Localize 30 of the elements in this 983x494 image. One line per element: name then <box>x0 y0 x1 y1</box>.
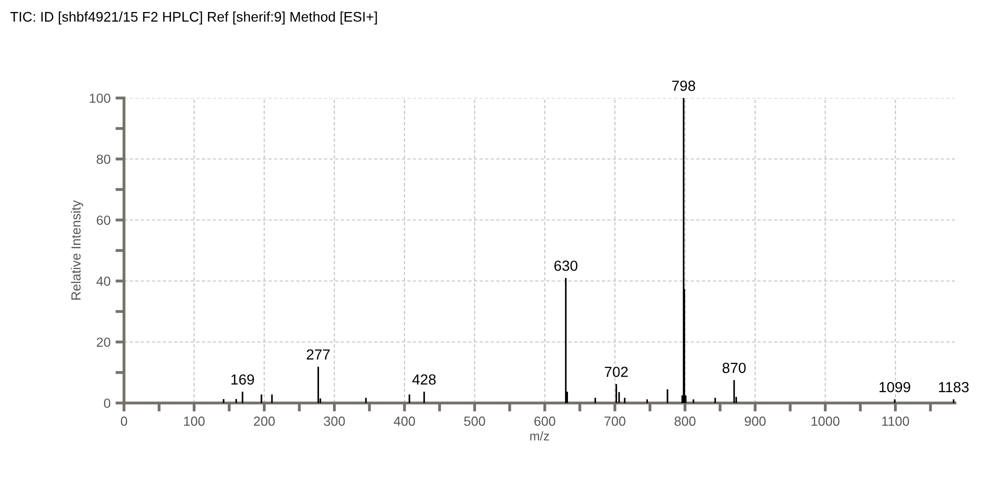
x-tick-label: 1000 <box>812 416 840 426</box>
x-tick-label: 400 <box>394 416 415 426</box>
annotation: 277 <box>306 349 330 360</box>
x-tick-label: 0 <box>120 416 128 426</box>
x-tick-label: 200 <box>254 416 275 426</box>
annotation: 169 <box>231 374 254 385</box>
annotation: 428 <box>412 374 436 385</box>
y-axis-title: Relative Intensity <box>70 200 84 300</box>
y-tick-label: 0 <box>104 398 110 408</box>
x-tick-label: 700 <box>604 416 626 426</box>
x-tick-label: 500 <box>464 416 486 426</box>
y-tick-label: 20 <box>96 338 110 347</box>
x-tick-label: 800 <box>674 416 696 426</box>
x-tick-label: 900 <box>744 416 766 426</box>
x-axis-title: m/z <box>530 431 549 440</box>
x-tick-label: 300 <box>324 416 345 426</box>
annotation: 1099 <box>880 382 910 392</box>
x-tick-label: 100 <box>184 416 205 426</box>
annotation: 702 <box>604 366 628 378</box>
y-tick-label: 40 <box>96 276 110 286</box>
annotation: 630 <box>554 260 578 271</box>
chart-title: TIC: ID [shbf4921/15 F2 HPLC] Ref [sherif:9] Method [ESI+] <box>10 12 377 24</box>
y-tick-label: 100 <box>90 94 110 103</box>
annotation: 798 <box>672 80 696 91</box>
annotation: 870 <box>722 362 746 374</box>
y-tick-label: 60 <box>96 216 110 225</box>
x-tick-label: 600 <box>534 416 556 426</box>
x-tick-label: 1100 <box>882 416 910 426</box>
y-tick-label: 80 <box>96 154 110 164</box>
annotation: 1183 <box>939 382 969 392</box>
